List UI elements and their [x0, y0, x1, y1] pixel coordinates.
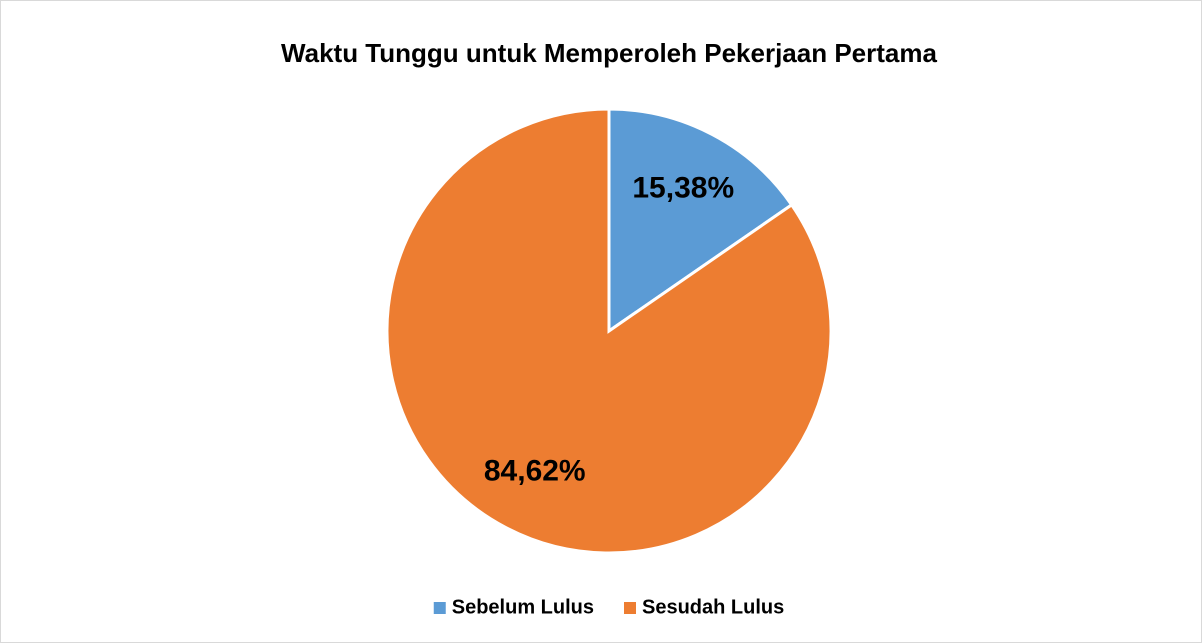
chart-title: Waktu Tunggu untuk Memperoleh Pekerjaan … [281, 38, 937, 68]
pie-slice [385, 107, 833, 555]
pie-slice [607, 107, 794, 334]
data-label: 15,38% [632, 171, 734, 204]
legend-label: Sebelum Lulus [452, 596, 594, 618]
legend-label: Sesudah Lulus [642, 596, 784, 618]
legend-swatch [433, 602, 446, 614]
legend-swatch [624, 602, 636, 614]
data-label: 84,62% [484, 454, 586, 487]
